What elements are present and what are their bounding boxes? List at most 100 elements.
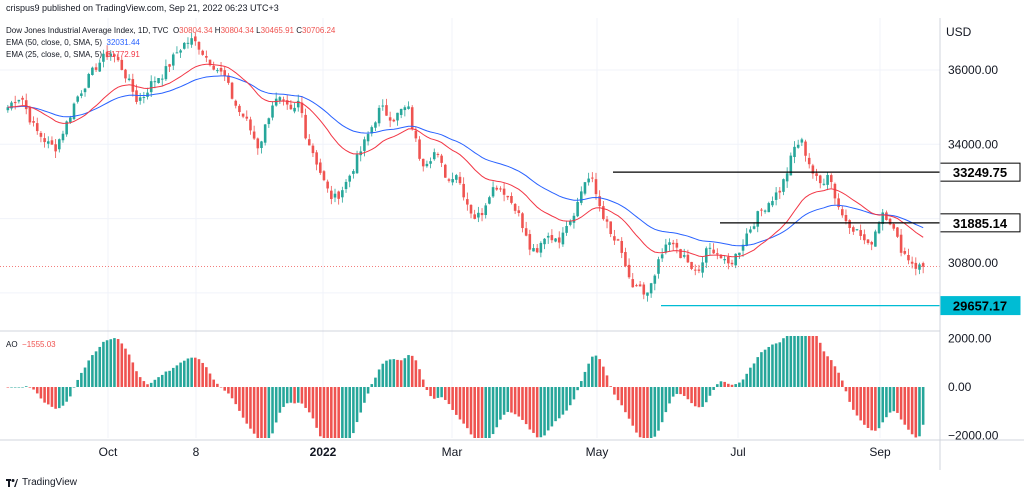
candle-body [109,53,113,57]
ao-bar [216,383,219,387]
ao-bar [896,387,899,413]
candle-body [223,70,227,76]
ao-bar [466,387,469,429]
ao-bar [381,363,385,387]
candle-body [822,183,826,185]
ao-bar [561,387,565,415]
candle-body [24,100,28,110]
ao-bar [499,387,502,420]
candle-body [557,237,561,243]
candle-body [337,191,340,199]
candle-body [502,188,506,195]
candle-body [793,146,796,158]
candle-body [293,107,296,112]
ao-bar [197,359,201,387]
ao-bar [613,387,616,395]
ao-bar [186,358,190,387]
ema50-line [7,75,924,247]
ao-bar [21,387,24,388]
candle-body [789,155,793,176]
candle-body [124,69,127,79]
tradingview-brand[interactable]: TradingView [6,477,77,488]
candle-body [466,199,469,205]
ao-legend[interactable]: AO −1555.03 [6,340,56,350]
ao-bar [605,375,609,387]
ao-bar [219,387,223,388]
candle-body [227,75,230,83]
candle-body [741,244,745,251]
ao-bar [491,387,495,435]
candle-body [921,263,925,267]
candle-body [730,262,734,265]
ao-bar [738,382,741,387]
ao-bar [914,387,918,438]
ema25-legend-label: EMA (25, close, 0, SMA, 5) [6,50,103,59]
candle-body [907,255,910,261]
candle-body [815,173,818,176]
ao-bar [131,362,135,387]
time-tick-label: Mar [442,445,463,459]
candle-body [260,141,263,149]
ao-bar [782,338,785,387]
candle-body [61,133,65,141]
ao-bar [598,359,601,387]
candle-body [149,81,153,93]
ema25-legend-value: 31772.91 [106,50,140,59]
candle-body [587,178,590,183]
ao-bar [686,387,690,400]
ao-bar [568,387,572,406]
ao-bar [510,387,513,413]
ao-bar [58,387,61,409]
candle-body [212,65,215,70]
candle-body [510,196,513,203]
candle-body [80,93,83,96]
ao-bar [234,387,238,405]
candle-body [829,175,833,183]
ao-bar [403,358,407,387]
ao-bar [374,377,377,387]
ao-bar [13,387,17,388]
ao-bar [355,387,359,423]
symbol-title[interactable]: Dow Jones Industrial Average Index, 1D, … [6,26,169,35]
candle-body [319,162,322,173]
candle-body [285,100,289,105]
ao-bar [432,387,436,399]
candle-body [6,107,10,111]
candle-body [186,42,190,44]
candle-body [469,204,473,214]
candle-body [462,183,465,198]
candle-body [344,181,348,190]
candle-body [410,107,414,129]
candle-body [407,106,410,109]
ao-bar [440,387,443,398]
candle-body [870,242,873,245]
candle-body [330,190,333,200]
ao-bar [682,387,686,396]
candle-body [910,261,914,264]
ao-bar [407,355,410,387]
ema50-legend[interactable]: EMA (50, close, 0, SMA, 5) 32031.44 [6,38,140,48]
candle-body [94,67,98,70]
ao-bar [17,387,21,388]
ao-bar [576,387,579,391]
ao-bar [462,387,465,424]
ao-bar [752,363,756,387]
candle-body [668,242,671,245]
candle-body [374,122,377,128]
candle-body [690,261,693,269]
ao-bar [293,387,296,404]
candle-body [32,121,35,123]
ao-bar [488,387,491,438]
ema25-legend[interactable]: EMA (25, close, 0, SMA, 5) 31772.91 [6,50,140,60]
candle-body [885,212,888,220]
ao-bar [708,387,712,396]
candle-body [396,112,399,121]
candle-body [381,105,385,107]
ao-bar [653,387,657,437]
ao-bar [697,387,701,408]
time-tick-label: 2022 [310,445,337,459]
ao-bar [28,387,32,388]
ao-bar [649,387,653,438]
time-tick-label: 8 [193,445,200,459]
